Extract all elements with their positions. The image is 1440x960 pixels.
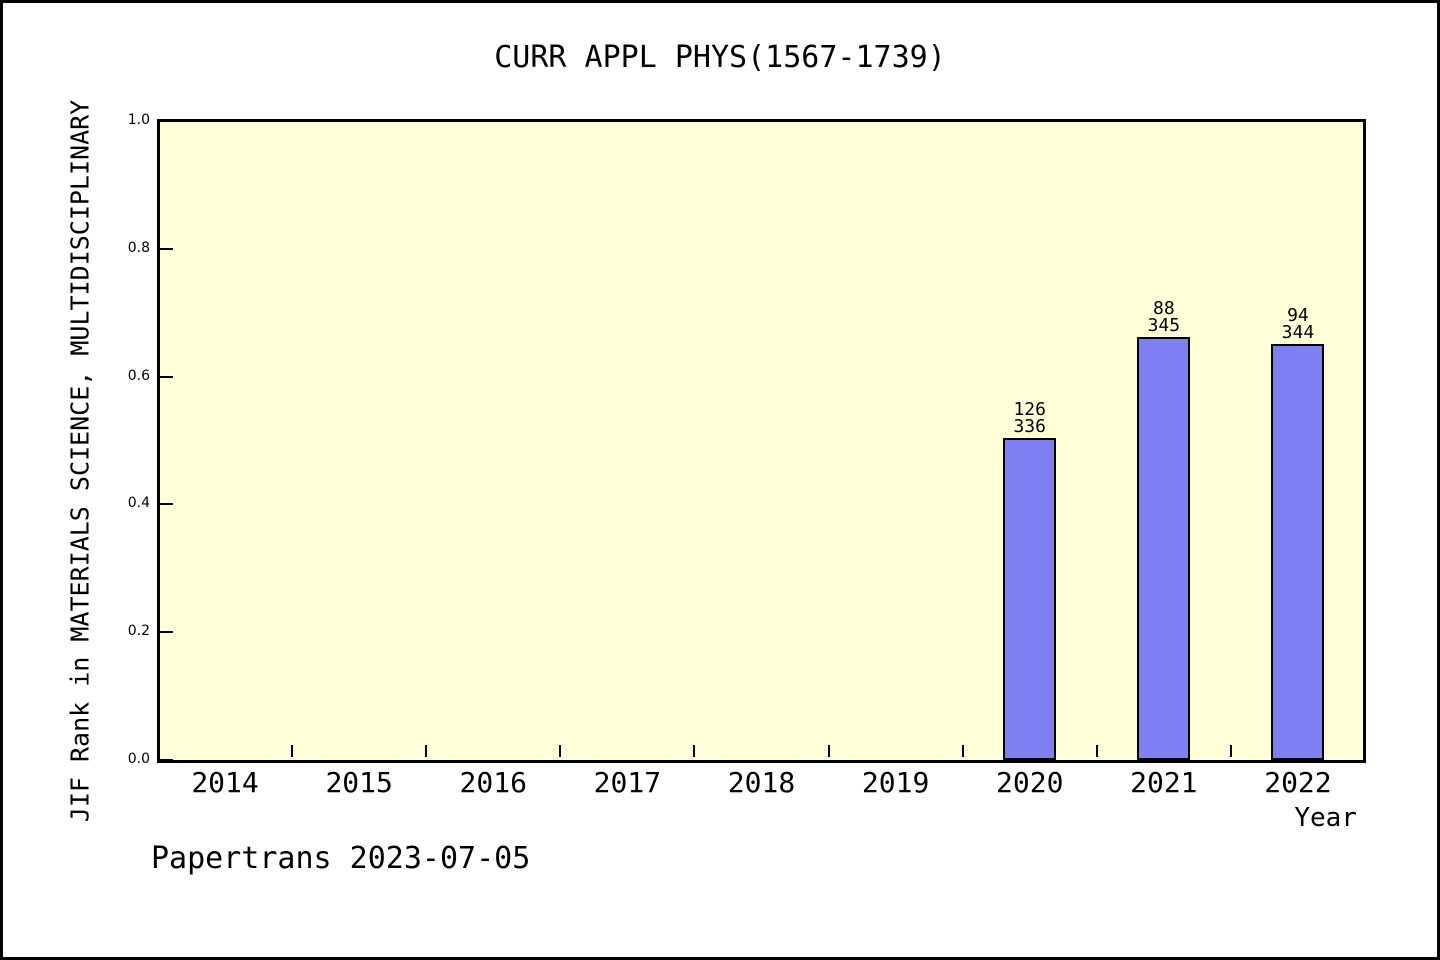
y-tick-mark [160,247,173,250]
x-tick-label-2017: 2017 [593,766,662,799]
bar-2022 [1271,344,1325,760]
y-tick-label: 1.0 [127,112,150,128]
y-tick-label: 0.8 [127,239,150,256]
x-tick-label-2022: 2022 [1264,766,1332,799]
x-tick-mark [1229,745,1232,757]
y-tick-mark [160,759,173,761]
y-tick-label: 0.2 [127,623,150,640]
x-tick-mark [1095,745,1098,757]
y-tick-mark [160,503,173,506]
bar-2020 [1003,437,1057,760]
y-tick-label: 0.6 [127,367,150,384]
bar-total-value: 345 [1147,314,1181,336]
x-tick-label-2018: 2018 [727,766,796,799]
x-tick-label-2019: 2019 [861,766,930,799]
bar-rank-value: 94 [1287,305,1309,326]
y-tick-mark [160,631,173,634]
bar-total-value: 336 [1013,415,1046,437]
y-axis-label: JIF Rank in MATERIALS SCIENCE, MULTIDISC… [65,99,95,823]
x-tick-mark [961,745,964,757]
x-tick-mark [693,745,696,757]
x-axis-title: Year [1294,803,1357,833]
x-tick-mark [559,745,562,757]
y-tick-mark [160,120,173,122]
bar-value-label-2022: 94 344 [1281,305,1315,343]
x-tick-mark [827,745,830,757]
bar-value-label-2021: 88 345 [1147,297,1181,336]
x-tick-label-2021: 2021 [1130,766,1198,799]
x-tick-label-2015: 2015 [325,766,393,799]
x-tick-mark [425,745,428,757]
x-tick-label-2014: 2014 [191,766,259,799]
x-tick-label-2020: 2020 [996,766,1064,799]
chart-title: CURR APPL PHYS(1567-1739) [494,40,946,75]
bar-value-label-2020: 126 336 [1013,398,1046,437]
x-tick-label-2016: 2016 [459,766,527,799]
y-tick-mark [160,375,173,378]
y-tick-label: 0.0 [127,751,150,767]
bar-rank-value: 88 [1152,297,1175,319]
y-tick-label: 0.4 [127,495,150,512]
footer-credit: Papertrans 2023-07-05 [151,841,531,876]
bar-total-value: 344 [1281,322,1315,343]
bar-2021 [1137,336,1191,760]
x-tick-mark [291,745,294,757]
bar-rank-value: 126 [1013,398,1046,420]
